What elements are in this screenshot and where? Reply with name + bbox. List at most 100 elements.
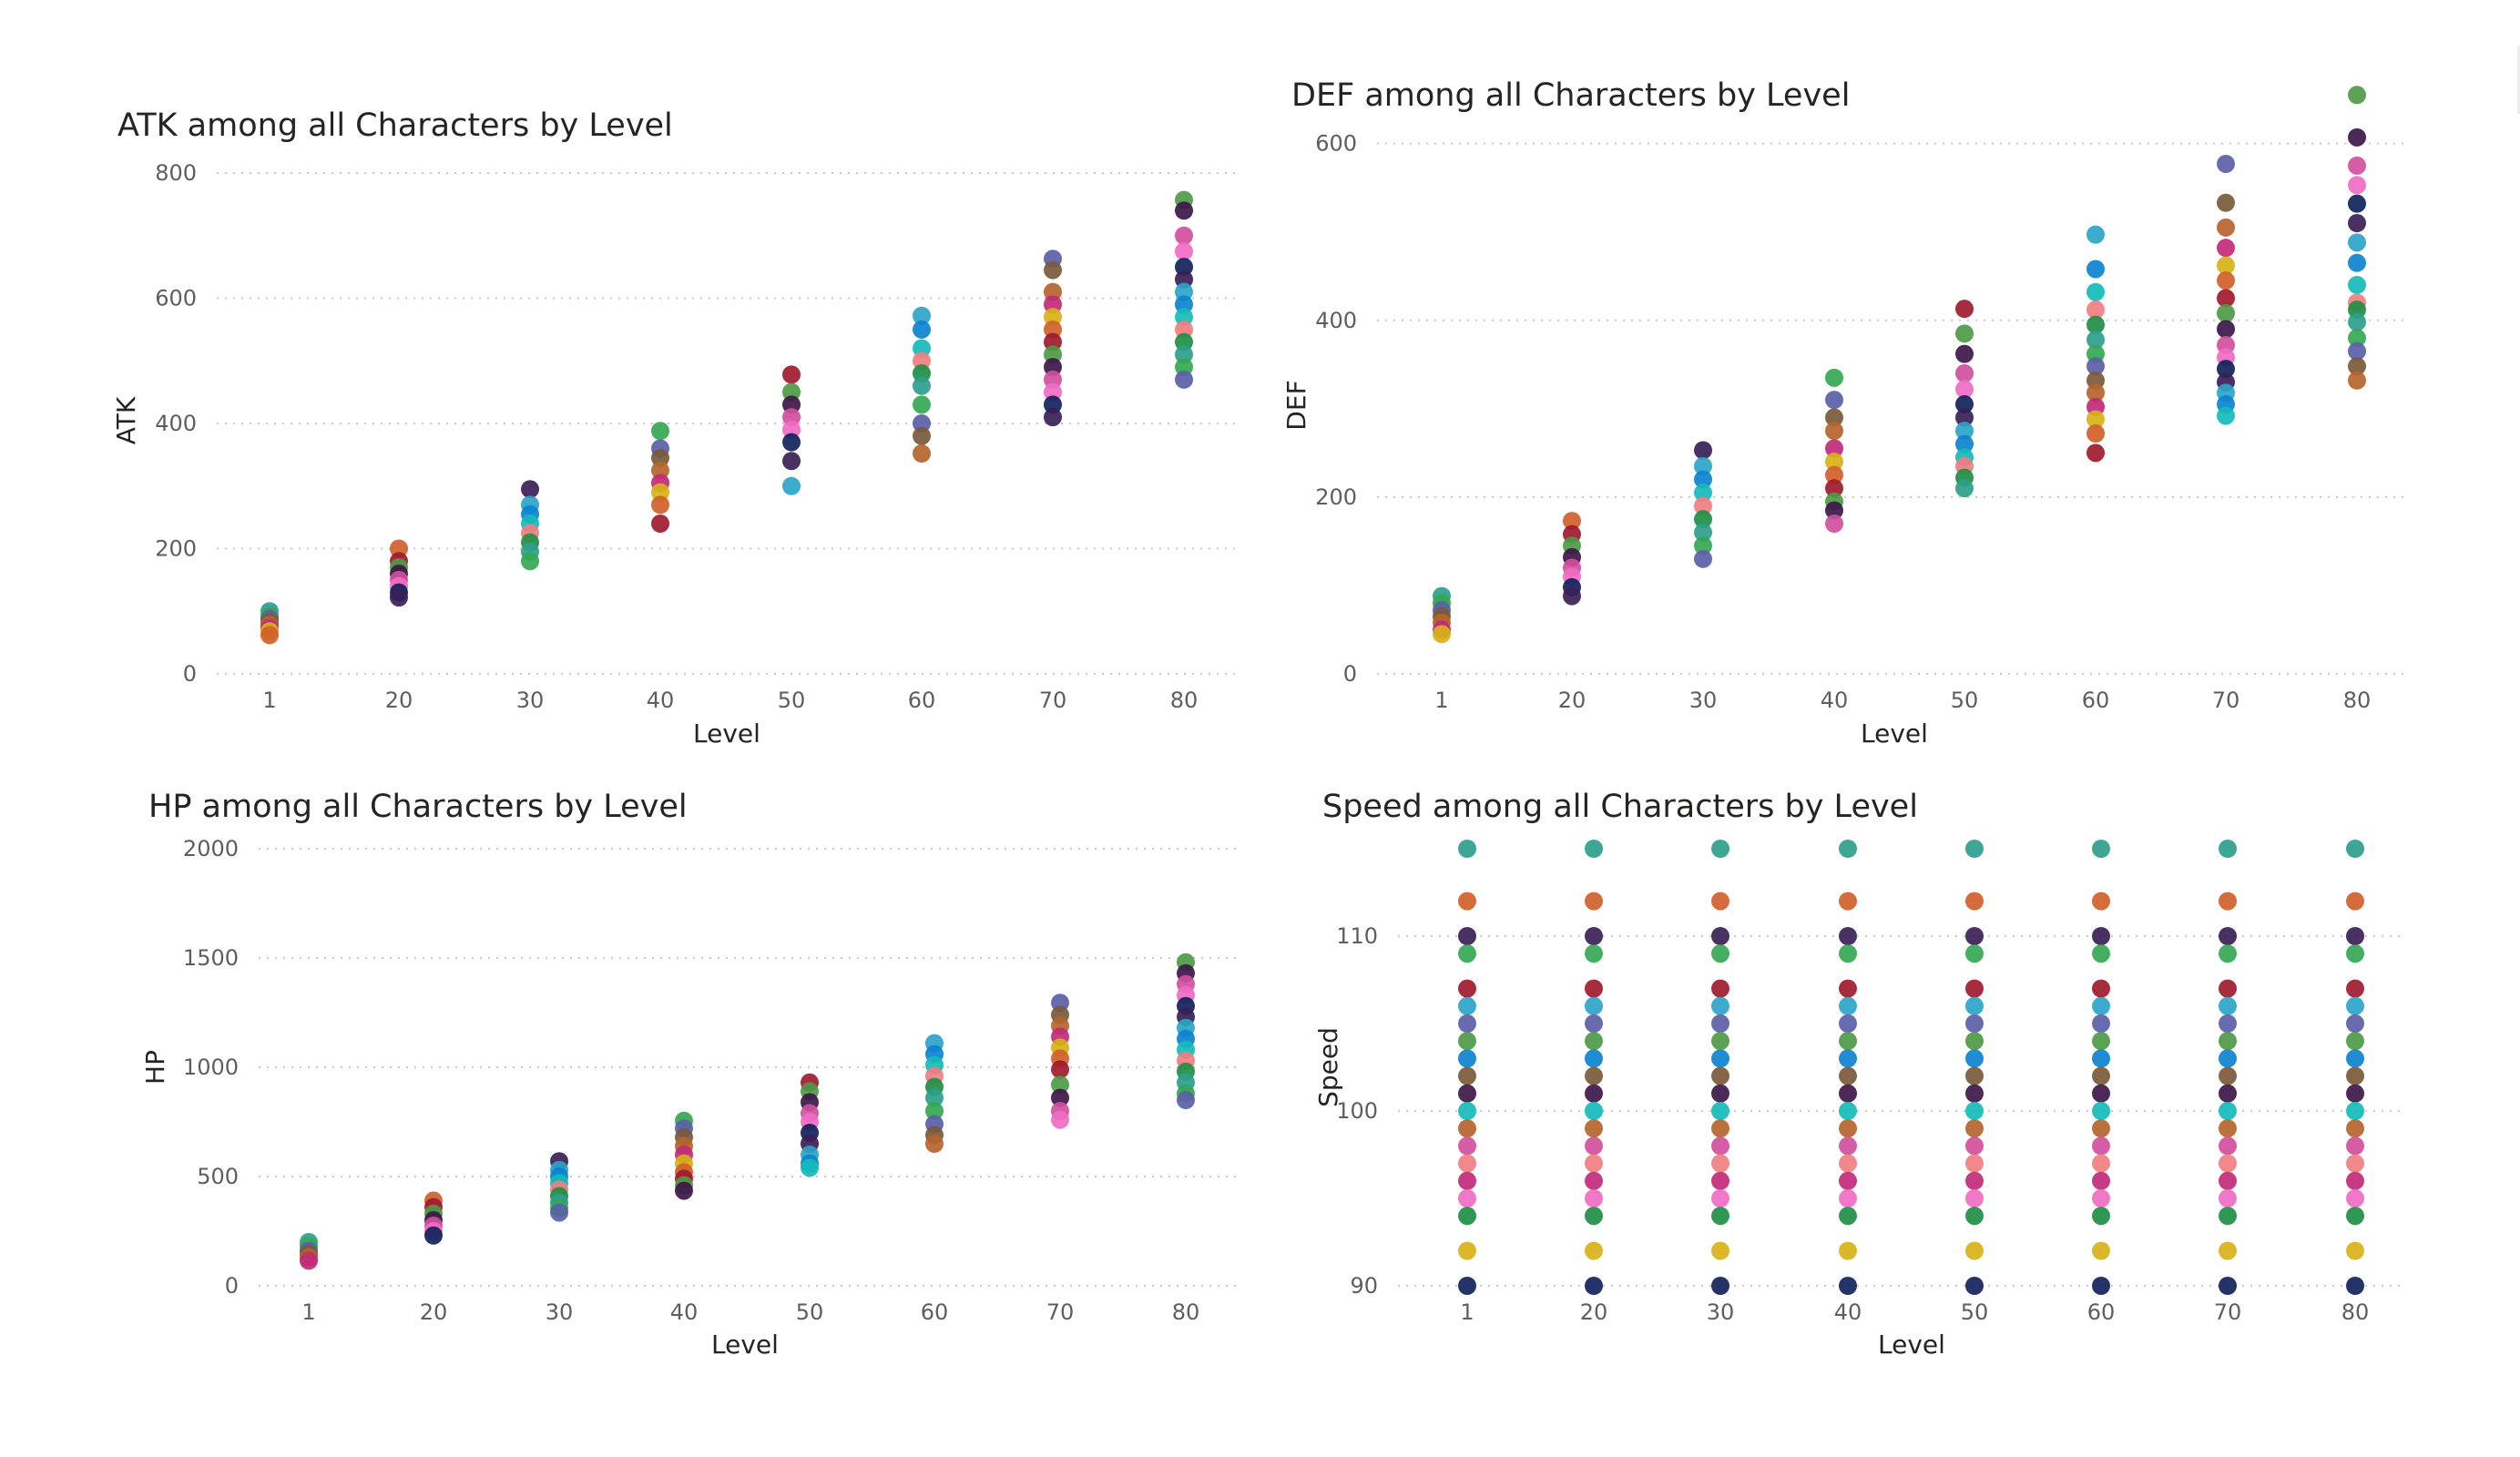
data-point	[1585, 1277, 1603, 1295]
data-point	[1825, 439, 1843, 458]
data-point	[2346, 996, 2364, 1015]
x-tick-label: 1	[1460, 1299, 1474, 1325]
y-tick-label: 1000	[183, 1055, 239, 1080]
data-point	[521, 480, 539, 499]
data-point	[2219, 1241, 2237, 1260]
data-point	[2346, 1136, 2364, 1156]
data-point	[2086, 410, 2105, 429]
def-chart: DEF among all Characters by Level 0 200 40…	[1266, 0, 2520, 756]
data-point	[2219, 1207, 2237, 1226]
data-point	[2346, 1277, 2364, 1295]
data-point	[1585, 1066, 1603, 1085]
x-tick-label: 20	[420, 1299, 448, 1325]
data-point	[1711, 1207, 1729, 1226]
data-point	[2217, 154, 2235, 173]
data-point	[651, 422, 669, 441]
y-tick-label: 400	[1315, 308, 1357, 333]
data-point	[1177, 1091, 1195, 1109]
y-tick-label: 400	[155, 411, 197, 436]
data-point	[550, 1203, 568, 1222]
data-point	[2219, 1049, 2237, 1068]
data-point	[2092, 1154, 2110, 1173]
data-point	[2086, 260, 2105, 279]
data-point	[2092, 1277, 2110, 1295]
y-tick-label: 110	[1336, 923, 1378, 949]
data-point	[1711, 1189, 1729, 1207]
data-point	[1955, 300, 1974, 319]
data-point	[260, 626, 279, 645]
data-point	[1825, 391, 1843, 410]
data-point	[1839, 1136, 1857, 1156]
data-point	[2217, 193, 2235, 212]
hp-chart-title: HP among all Characters by Level	[148, 789, 688, 825]
data-point	[1044, 408, 1062, 427]
data-point	[1458, 1066, 1476, 1085]
x-tick-label: 60	[921, 1299, 949, 1325]
data-point	[1955, 364, 1974, 382]
data-point	[1955, 479, 1974, 498]
x-tick-label: 30	[516, 688, 545, 713]
data-point	[651, 461, 669, 480]
data-point	[2346, 1084, 2364, 1103]
data-point	[1458, 1032, 1476, 1051]
x-tick-label: 40	[1834, 1299, 1862, 1325]
data-point	[1175, 270, 1193, 289]
data-point	[675, 1181, 693, 1200]
data-point	[1825, 501, 1843, 520]
data-point	[1044, 358, 1062, 377]
data-point	[1585, 892, 1603, 911]
x-tick-label: 40	[670, 1299, 699, 1325]
data-point	[1044, 345, 1062, 364]
data-point	[2348, 341, 2366, 361]
data-point	[1585, 1189, 1603, 1207]
data-point	[1585, 1171, 1603, 1190]
data-point	[2217, 256, 2235, 275]
data-point	[1458, 1084, 1476, 1103]
data-point	[2219, 1102, 2237, 1120]
data-point	[1839, 1049, 1857, 1068]
data-point	[2217, 239, 2235, 258]
data-point	[1711, 1032, 1729, 1051]
data-point	[1965, 1277, 1984, 1295]
data-point	[1839, 1084, 1857, 1103]
data-point	[1825, 479, 1843, 498]
x-tick-label: 80	[1170, 688, 1199, 713]
data-point	[1839, 1189, 1857, 1207]
data-point	[2092, 1049, 2110, 1068]
data-point	[1585, 927, 1603, 945]
data-point	[1955, 422, 1974, 441]
y-tick-label: 800	[155, 160, 197, 186]
data-point	[2092, 892, 2110, 911]
x-tick-label: 30	[1707, 1299, 1735, 1325]
data-point	[1044, 320, 1062, 339]
data-point	[1825, 453, 1843, 472]
data-point	[1711, 1277, 1729, 1295]
data-point	[2219, 840, 2237, 858]
data-point	[1965, 1119, 1984, 1138]
data-point	[1839, 1032, 1857, 1051]
data-point	[2219, 1277, 2237, 1295]
data-point	[1458, 1154, 1476, 1173]
data-point	[1175, 201, 1193, 220]
data-point	[2219, 892, 2237, 911]
data-point	[925, 1102, 944, 1120]
data-point	[1563, 586, 1581, 606]
x-axis-label: Level	[693, 718, 760, 749]
x-tick-label: 70	[1039, 688, 1067, 713]
data-point	[1585, 1154, 1603, 1173]
data-point	[1044, 295, 1062, 314]
atk-plot: 0 200 400 600 800 1 20 30 40 50 60 70 80 Level ATK	[111, 160, 1239, 749]
x-tick-label: 50	[1961, 1299, 1989, 1325]
x-tick-label: 20	[1580, 1299, 1608, 1325]
data-point	[1839, 1171, 1857, 1190]
data-point	[2092, 1207, 2110, 1226]
data-point	[1044, 282, 1062, 301]
data-point	[1585, 1014, 1603, 1033]
data-point	[1711, 1136, 1729, 1156]
data-point	[1825, 422, 1843, 441]
data-point	[2346, 927, 2364, 945]
data-point	[782, 395, 801, 414]
data-point	[2217, 289, 2235, 308]
x-tick-label: 50	[778, 688, 806, 713]
speed-chart-title: Speed among all Characters by Level	[1322, 789, 1918, 825]
